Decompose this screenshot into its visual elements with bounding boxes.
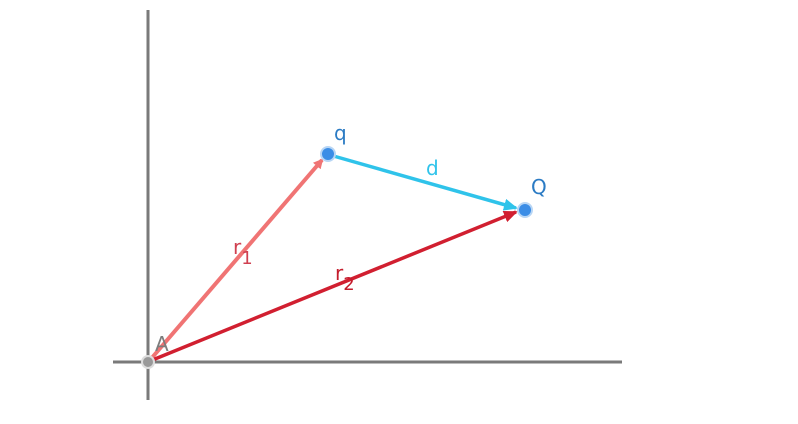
label-sub: 1 <box>241 248 252 269</box>
label-r2: r2 <box>335 261 355 295</box>
vector-r2 <box>149 210 518 363</box>
vector-r1 <box>148 158 324 362</box>
point-A[interactable] <box>141 355 155 369</box>
vector-d <box>329 153 518 211</box>
label-q: q <box>334 121 347 145</box>
label-sub: 2 <box>343 274 354 295</box>
label-main: r <box>233 235 242 259</box>
label-A: A <box>155 332 169 356</box>
label-r1: r1 <box>233 235 253 269</box>
label-main: r <box>335 261 344 285</box>
label-d: d <box>426 156 439 180</box>
point-q[interactable] <box>320 146 336 162</box>
label-Q: Q <box>531 175 547 199</box>
point-Q[interactable] <box>517 202 533 218</box>
